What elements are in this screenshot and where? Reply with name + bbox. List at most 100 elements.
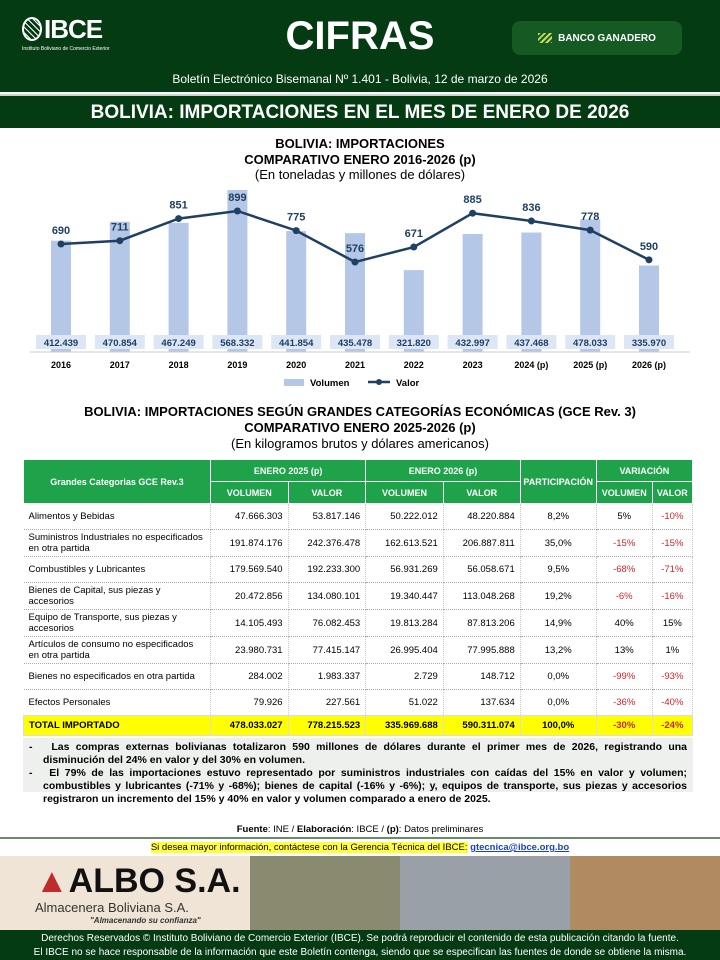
x-tick-label: 2023 [463, 360, 483, 370]
cell: 51.022 [365, 689, 444, 716]
value-point [469, 209, 477, 217]
cell: 19,2% [520, 582, 597, 610]
volume-label: 467.249 [161, 338, 195, 349]
cell: 1% [652, 636, 694, 664]
cell: 53.817.146 [288, 503, 367, 530]
header-participacion: PARTICIPACIÓN [519, 459, 597, 504]
cell: 50.222.012 [365, 503, 444, 530]
volume-label: 412.439 [44, 338, 78, 349]
page-title: CIFRAS [285, 14, 435, 58]
value-point [527, 217, 535, 225]
cell: 19.340.447 [365, 582, 444, 610]
volume-label-box [330, 335, 380, 349]
cell: 48.220.884 [443, 503, 521, 530]
cell: 23.980.731 [210, 636, 289, 664]
cell: TOTAL IMPORTADO [23, 715, 211, 736]
table-row: Equipo de Transporte, sus piezas y acces… [23, 609, 694, 637]
volume-label-box [212, 335, 263, 349]
cell: 87.813.206 [443, 609, 521, 637]
table-row: Artículos de consumo no especificados en… [23, 636, 694, 664]
cell: 0,0% [520, 689, 597, 716]
cell: Suministros Industriales no especificado… [23, 529, 211, 557]
cell: 148.712 [443, 663, 521, 690]
cell: 14.105.493 [210, 609, 289, 637]
notes-box: - Las compras externas bolivianas totali… [23, 738, 693, 805]
volume-label: 568.332 [220, 338, 254, 349]
cell: 0,0% [520, 663, 597, 690]
value-point [233, 207, 241, 215]
value-point [586, 226, 594, 234]
table-row: Combustibles y Lubricantes 179.569.540 192… [23, 556, 694, 583]
value-point [351, 258, 359, 266]
x-tick-label: 2016 [51, 360, 71, 370]
volume-label-box [271, 335, 322, 349]
volume-label-box [447, 335, 498, 349]
cell: -6% [596, 582, 653, 610]
chart-title: BOLIVIA: IMPORTACIONES [275, 136, 445, 151]
volume-bar [403, 270, 424, 352]
legend-value-label: Valor [396, 378, 420, 389]
x-tick-label: 2018 [169, 360, 189, 370]
cell: 2.729 [365, 663, 444, 690]
header-valor: VALOR [651, 481, 694, 504]
volume-bar [639, 265, 659, 352]
x-tick-label: 2024 (p) [514, 360, 548, 370]
albo-advertisement[interactable]: ▲ALBO S.A. Almacenera Boliviana S.A. "Al… [0, 856, 720, 930]
x-tick-label: 2017 [110, 360, 130, 370]
value-label: 778 [581, 211, 599, 223]
footer: Derechos Reservados © Instituto Bolivian… [0, 930, 720, 960]
cell: 76.082.453 [288, 609, 367, 637]
cell: Efectos Personales [23, 689, 211, 716]
note-item: - Las compras externas bolivianas totali… [29, 741, 688, 766]
header-volumen: VOLUMEN [595, 481, 653, 504]
section-banner: BOLIVIA: IMPORTACIONES EN EL MES DE ENER… [0, 94, 720, 128]
categories-table: Grandes Categorias GCE Rev.3 ENERO 2025 … [23, 459, 694, 736]
cell: 137.634 [443, 689, 521, 716]
header: IBCE Instituto Boliviano de Comercio Exte… [0, 0, 720, 92]
cell: Equipo de Transporte, sus piezas y acces… [23, 609, 211, 637]
cell: -68% [596, 556, 653, 583]
cell: 191.874.176 [210, 529, 289, 557]
cell: 19.813.284 [365, 609, 444, 637]
volume-bar [521, 232, 542, 352]
divider [0, 837, 720, 839]
value-point [292, 227, 300, 235]
value-label: 775 [287, 212, 305, 224]
cell: 35,0% [520, 529, 597, 557]
header-volumen: VOLUMEN [210, 481, 289, 504]
value-point [57, 240, 65, 248]
volume-label-box [624, 335, 674, 349]
cell: 242.376.478 [288, 529, 367, 557]
x-tick-label: 2020 [286, 360, 306, 370]
x-tick-label: 2022 [404, 360, 424, 370]
cell: 778.215.523 [287, 715, 367, 736]
cell: Bienes no especificados en otra partida [23, 663, 211, 690]
cell: -93% [652, 663, 694, 690]
cell: -36% [596, 689, 653, 716]
volume-label: 437.468 [514, 338, 548, 349]
volume-label: 321.820 [397, 338, 431, 349]
contact-email-link[interactable]: gtecnica@ibce.org.bo [470, 842, 570, 853]
table-row: Suministros Industriales no especificado… [23, 529, 694, 557]
cell: -15% [652, 529, 694, 557]
contact-line: Si desea mayor información, contáctese c… [150, 842, 570, 853]
volume-bar [227, 189, 248, 352]
value-label: 690 [52, 225, 70, 237]
volume-bar [286, 231, 307, 352]
value-label: 836 [522, 202, 540, 214]
x-tick-label: 2019 [227, 360, 247, 370]
volume-label: 470.854 [103, 338, 138, 349]
cell: 192.233.300 [288, 556, 367, 583]
volume-label: 432.997 [455, 338, 489, 349]
table-units: (En kilogramos brutos y dólares american… [231, 436, 489, 451]
cell: 40% [596, 609, 653, 637]
cell: 478.033.027 [210, 715, 289, 736]
cell: 15% [652, 609, 694, 637]
cell: 26.995.404 [365, 636, 444, 664]
x-tick-label: 2025 (p) [573, 360, 607, 370]
value-label: 590 [640, 241, 658, 253]
cell: Combustibles y Lubricantes [23, 556, 211, 583]
albo-logo: ▲ALBO S.A. [35, 862, 241, 900]
value-label: 851 [169, 200, 187, 212]
volume-label-box [388, 335, 439, 349]
